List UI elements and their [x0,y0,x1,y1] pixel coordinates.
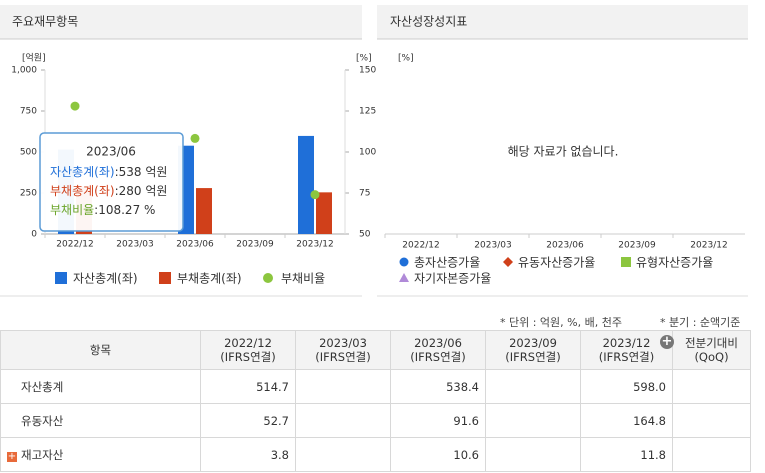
cell [485,369,581,404]
header-cell: 2023/03 (IFRS연결) [295,330,391,370]
x-tick-label: 2023/09 [236,240,274,250]
header-cell: 2023/09 (IFRS연결) [485,330,581,370]
legend-label: 부채총계(좌) [177,272,242,286]
panel-header [0,5,362,39]
x-tick-label: 2022/12 [56,240,93,250]
x-tick-label: 2023/09 [618,241,656,251]
cell [672,369,751,404]
tooltip-line: 부채총계(좌):280 억원 [50,184,167,198]
x-tick-label: 2023/12 [296,240,333,250]
y-tick-label: 1,000 [11,66,37,76]
cell: 10.6 [390,437,486,472]
legend-marker [399,257,409,267]
ratio-dot [310,190,320,200]
legend-label: 부채비율 [281,272,325,286]
header-cell: 2023/12 (IFRS연결) + [580,330,674,370]
y-tick-label: 0 [31,230,37,240]
cell: 164.8 [580,403,673,438]
y-unit: [억원] [22,52,46,64]
cell [295,437,391,472]
tooltip-label: 자산총계(좌) [50,165,115,179]
cell: 598.0 [580,369,673,404]
legend-marker [55,272,67,284]
legend-marker [621,257,631,267]
header-row: 항목 2022/12 (IFRS연결) 2023/03 (IFRS연결) 2023/0… [0,330,751,370]
table: 항목 2022/12 (IFRS연결) 2023/03 (IFRS연결) 2023/0… [0,330,751,472]
empty-message: 해당 자료가 없습니다. [508,145,619,159]
x-tick-label: 2023/03 [116,240,153,250]
expand-icon[interactable]: + [660,334,674,349]
y2-unit: [%] [356,54,372,64]
tooltip-line: 부채비율:108.27 % [50,203,155,217]
y2-tick-label: 150 [359,66,376,76]
tooltip-label: 부채비율 [50,203,94,217]
legend-label: 유형자산증가율 [636,256,713,270]
row: 자산총계 514.7 538.4 598.0 [0,369,751,404]
cell: 52.7 [200,403,296,438]
y-tick-label: 500 [20,148,37,158]
tooltip-label: 부채총계(좌) [50,184,115,198]
legend-marker [159,272,171,284]
header-cell: 2023/06 (IFRS연결) [390,330,486,370]
legend-label: 총자산증가율 [414,256,480,270]
note: * 분기 : 순액기준 [660,316,741,329]
legend-marker [263,273,273,283]
cell: 3.8 [200,437,296,472]
charts: 주요재무항목 자산성장성지표 [억원] [%] [%] 해당 자료가 없습니다.… [0,5,748,297]
x-tick-label: 2023/12 [690,241,727,251]
x-tick-label: 2023/06 [546,241,584,251]
tooltip-value: :108.27 % [94,203,155,217]
legend-label: 자기자본증가율 [414,272,491,286]
cell: 91.6 [390,403,486,438]
cell: 538.4 [390,369,486,404]
ratio-dot [190,133,200,143]
y2-tick-label: 125 [359,107,376,117]
cell [672,437,751,472]
header-cell: 2022/12 (IFRS연결) [200,330,296,370]
tooltip-value: :538 억원 [115,165,168,179]
cell: 514.7 [200,369,296,404]
x-tick-label: 2023/06 [176,240,214,250]
cell [295,403,391,438]
ratio-dot [70,101,80,111]
legend-label: 자산총계(좌) [73,272,138,286]
header-cell: 전분기대비 (QoQ) [672,330,751,370]
y2-tick-label: 75 [359,189,370,199]
tooltip-title: 2023/06 [86,145,136,159]
y2-tick-label: 100 [359,148,376,158]
tooltip-value: :280 억원 [115,184,168,198]
legend-marker [399,273,409,282]
bar [298,135,314,234]
row: + 재고자산 3.8 10.6 11.8 [0,437,751,472]
cell [485,403,581,438]
row: 유동자산 52.7 91.6 164.8 [0,403,751,438]
y2-tick-label: 50 [359,230,371,240]
expand-button[interactable]: + [7,450,17,462]
tooltip [39,132,184,232]
row-label: + 재고자산 [0,437,201,472]
cell [672,403,751,438]
note: * 단위 : 억원, %, 배, 천주 [500,316,622,329]
y-tick-label: 250 [20,189,37,199]
legend-label: 유동자산증가율 [518,256,595,270]
cell [485,437,581,472]
row-label: 유동자산 [0,403,201,438]
legend-marker [503,257,513,267]
x-tick-label: 2022/12 [402,241,439,251]
row-label: 자산총계 [0,369,201,404]
bar [316,192,332,234]
bar [196,188,212,234]
tooltip-line: 자산총계(좌):538 억원 [50,165,167,179]
cell: 11.8 [580,437,673,472]
x-tick-label: 2023/03 [474,241,511,251]
panel-title: 주요재무항목 [12,15,78,29]
header-cell: 항목 [0,330,201,370]
panel-title: 자산성장성지표 [390,15,467,29]
y-tick-label: 750 [20,107,37,117]
panel-header [377,5,748,39]
cell [295,369,391,404]
unit: [%] [398,54,414,64]
